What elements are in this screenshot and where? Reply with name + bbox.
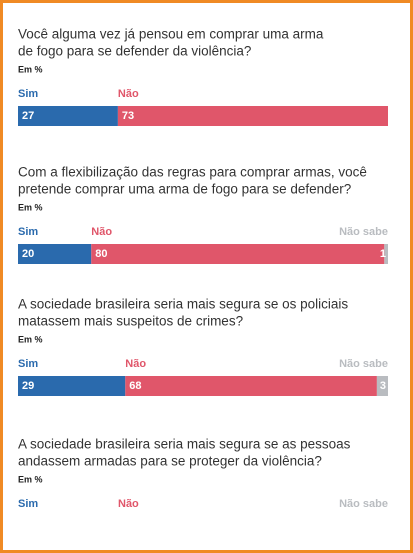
bar-segment [384,244,388,264]
value-label: 68 [129,380,141,392]
value-label: 20 [22,248,34,260]
bar-segment [376,376,388,396]
value-label: 3 [380,380,386,392]
chart-subtitle: Em % [18,202,43,212]
legend-label: Não [118,88,139,100]
value-label: 1 [380,248,386,260]
legend-label: Sim [18,498,38,510]
chart-title: matassem mais suspeitos de crimes? [18,314,243,329]
chart-title: de fogo para se defender da violência? [18,44,251,59]
bar-segment [117,106,389,126]
bar-segment [18,106,118,126]
legend-label: Não [118,498,139,510]
chart-title: andassem armadas para se proteger da vio… [18,454,322,469]
chart-title: Você alguma vez já pensou em comprar uma… [18,27,324,42]
bar-segment [125,376,377,396]
legend-label: Sim [18,88,38,100]
value-label: 73 [122,110,134,122]
value-label: 27 [22,110,34,122]
bar-segment [18,244,92,264]
legend-label: Não [125,358,146,370]
chart-title: Com a flexibilização das regras para com… [18,165,367,180]
chart-title: A sociedade brasileira seria mais segura… [18,437,351,452]
chart-subtitle: Em % [18,474,43,484]
value-label: 29 [22,380,34,392]
chart-subtitle: Em % [18,64,43,74]
chart-subtitle: Em % [18,334,43,344]
legend-label: Sim [18,226,38,238]
chart-title: A sociedade brasileira seria mais segura… [18,297,348,312]
legend-label: Não [91,226,112,238]
legend-label: Não sabe [339,358,388,370]
legend-label: Não sabe [339,498,388,510]
chart-title: pretende comprar uma arma de fogo para s… [18,182,351,197]
legend-label: Não sabe [339,226,388,238]
bar-segment [18,376,126,396]
bar-segment [91,244,385,264]
value-label: 80 [95,248,107,260]
legend-label: Sim [18,358,38,370]
